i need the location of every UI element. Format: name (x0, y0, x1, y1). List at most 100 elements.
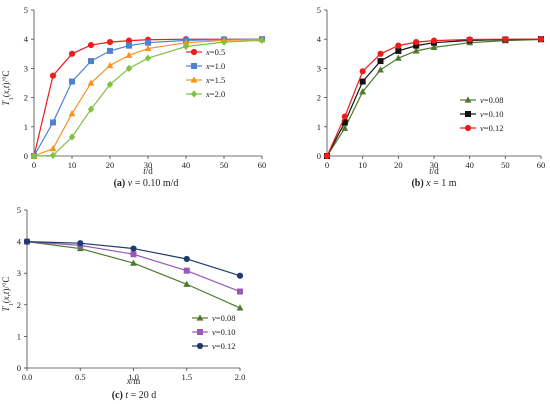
legend-label: x=2.0 (205, 89, 225, 99)
x-axis-label: t/d (143, 166, 153, 176)
data-point (220, 38, 228, 46)
series-line (326, 38, 542, 157)
x-tick-label: 50 (220, 160, 229, 170)
legend-entry: v=0.10 (192, 327, 235, 337)
panel-caption: (c) t = 20 d (112, 390, 157, 401)
series-x-0-5 (30, 36, 266, 160)
data-point (341, 119, 348, 126)
series-v-0-12 (23, 238, 244, 279)
x-axis-label: t/d (429, 166, 439, 176)
legend-entry: x=0.5 (186, 47, 225, 57)
x-tick-label: 0 (32, 160, 36, 170)
legend-label: x=0.5 (205, 47, 225, 57)
legend-label: x=1.0 (205, 61, 225, 71)
legend-entry: v=0.12 (460, 123, 503, 133)
panel-caption: (b) x = 1 m (411, 178, 456, 189)
data-point (144, 54, 152, 62)
y-tick-label: 3 (317, 63, 321, 73)
data-point (30, 152, 38, 160)
x-tick-label: 0.5 (75, 372, 86, 382)
x-tick-label: 2.0 (235, 372, 246, 382)
legend-marker (465, 111, 471, 117)
data-point (106, 80, 114, 89)
data-point (77, 240, 84, 247)
data-point (144, 44, 152, 52)
x-tick-label: 50 (501, 160, 510, 170)
data-point (125, 51, 133, 58)
series-v-0-08 (323, 35, 545, 159)
panel-caption: (a) v = 0.10 m/d (114, 178, 179, 189)
data-point (68, 133, 76, 141)
legend-marker (191, 63, 197, 69)
legend-label: v=0.08 (212, 313, 235, 323)
legend-entry: x=1.5 (186, 75, 225, 85)
data-point (430, 43, 438, 50)
legend-entry: x=2.0 (186, 89, 225, 99)
y-tick-label: 3 (24, 63, 28, 73)
legend-marker (196, 342, 204, 350)
x-tick-label: 60 (258, 160, 267, 170)
data-point (87, 79, 95, 86)
data-point (130, 259, 137, 266)
data-point (106, 39, 114, 46)
y-tick-label: 2 (317, 93, 321, 103)
x-tick-label: 30 (430, 160, 439, 170)
data-point (49, 145, 57, 152)
data-point (359, 68, 366, 75)
data-point (537, 36, 545, 43)
data-point (126, 42, 132, 49)
y-tick-label: 4 (24, 34, 29, 44)
legend-label: x=1.5 (205, 75, 225, 85)
legend-entry: v=0.08 (192, 313, 235, 323)
data-point (87, 41, 95, 49)
legend-entry: v=0.08 (460, 95, 503, 105)
y-tick-label: 5 (24, 5, 28, 15)
y-tick-label: 3 (17, 268, 21, 278)
data-point (49, 72, 57, 79)
data-point (413, 42, 420, 49)
data-point (87, 105, 95, 113)
series-x-2-0 (30, 36, 266, 160)
data-point (50, 119, 56, 126)
x-tick-label: 20 (394, 160, 403, 170)
series-x-1-5 (30, 35, 266, 159)
data-point (412, 47, 420, 54)
data-point (145, 39, 151, 46)
y-tick-label: 0 (24, 151, 28, 161)
data-point (341, 113, 348, 120)
data-point (413, 39, 420, 46)
data-point (182, 42, 190, 51)
legend-marker (196, 314, 204, 321)
y-tick-label: 2 (24, 93, 28, 103)
x-tick-label: 30 (144, 160, 153, 170)
data-point (183, 280, 191, 287)
x-tick-label: 60 (537, 160, 546, 170)
series-v-0-12 (323, 36, 545, 160)
data-point (23, 238, 31, 245)
legend-label: v=0.08 (480, 95, 503, 105)
y-tick-label: 5 (17, 205, 21, 215)
series-v-0-10 (324, 36, 544, 159)
series-line (33, 39, 263, 157)
y-tick-label: 2 (17, 300, 21, 310)
data-point (341, 124, 349, 131)
x-tick-label: 1.0 (128, 372, 139, 382)
legend-label: v=0.12 (480, 123, 503, 133)
series-line (33, 38, 263, 157)
y-axis-label: T1(x,t)/°C (1, 276, 15, 311)
y-tick-label: 1 (17, 331, 21, 341)
data-point (125, 37, 133, 44)
y-tick-label: 5 (317, 5, 321, 15)
data-point (237, 288, 243, 295)
y-tick-label: 4 (317, 34, 322, 44)
data-point (125, 64, 133, 72)
data-point (395, 47, 402, 54)
series-line (326, 38, 541, 157)
data-point (466, 36, 473, 43)
data-point (183, 267, 190, 274)
data-point (359, 78, 366, 85)
x-tick-label: 0 (325, 160, 329, 170)
chart-panel-c: 0 1 2 3 4 5 0.0 0.5 1.0 1.5 2.0 x/m T1(x,t)/°C v=0.08… (1, 205, 245, 401)
legend-marker (197, 329, 203, 335)
